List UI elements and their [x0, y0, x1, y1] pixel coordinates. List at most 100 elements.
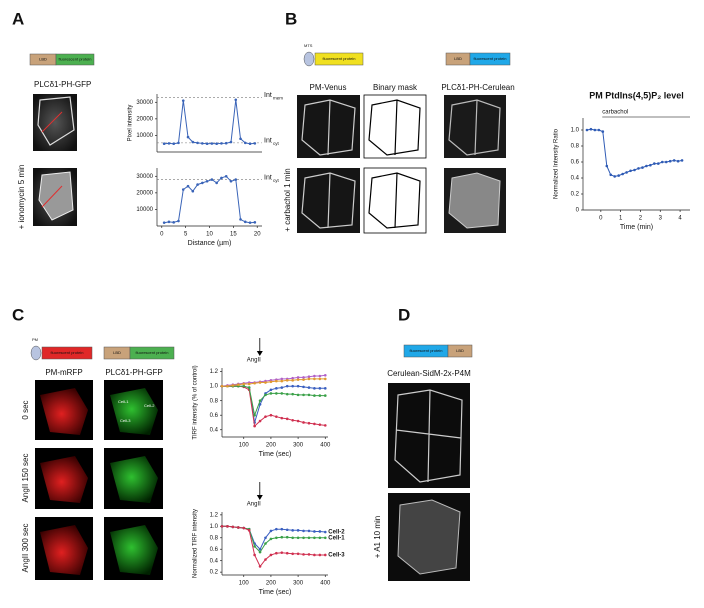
- data-point: [307, 536, 311, 540]
- data-point: [601, 130, 605, 133]
- data-point: [680, 159, 684, 162]
- image-title: PM-mRFP: [45, 368, 82, 377]
- data-point: [291, 418, 294, 422]
- data-point: [318, 530, 322, 533]
- data-point: [323, 373, 327, 377]
- data-point: [302, 378, 305, 381]
- data-point: [664, 160, 668, 164]
- y-tick-label: 0.6: [210, 413, 219, 419]
- x-tick-label: 100: [239, 581, 250, 587]
- data-point: [302, 529, 305, 533]
- data-point: [291, 392, 294, 396]
- data-point: [280, 527, 284, 531]
- image-title: PLCδ1-PH-GFP: [34, 80, 91, 89]
- y-tick-label: 10000: [136, 133, 153, 139]
- data-point: [172, 142, 176, 146]
- data-point: [313, 377, 316, 381]
- data-point: [177, 219, 180, 223]
- data-point: [224, 174, 228, 178]
- micrograph: [35, 380, 163, 580]
- data-point: [253, 142, 257, 145]
- construct: LBD fluorescent protein: [29, 53, 95, 66]
- data-point: [285, 379, 289, 382]
- row-label: + carbachol 1 min: [283, 168, 292, 231]
- data-point: [307, 553, 311, 556]
- data-point: [258, 547, 262, 551]
- y-tick-label: 1.0: [210, 384, 219, 390]
- annotation-arrowhead: [256, 495, 263, 500]
- row-label: 0 sec: [21, 400, 30, 419]
- data-point: [229, 140, 233, 144]
- data-point: [280, 386, 284, 389]
- series-label: Cell-2: [328, 530, 345, 536]
- data-point: [253, 553, 256, 557]
- data-point: [589, 127, 593, 131]
- cell-label: Cell-1: [118, 399, 129, 404]
- data-point: [280, 551, 284, 554]
- data-point: [318, 387, 322, 390]
- data-point: [302, 385, 305, 389]
- reference-subscript: cyt: [273, 141, 280, 146]
- data-line: [164, 175, 255, 224]
- row-label: AngII 300 sec: [21, 524, 30, 573]
- data-point: [285, 551, 289, 555]
- data-point: [196, 141, 199, 145]
- data-point: [318, 394, 322, 397]
- micrograph: [297, 94, 506, 234]
- data-point: [649, 163, 652, 167]
- data-point: [302, 393, 305, 397]
- x-tick-label: 300: [293, 581, 304, 587]
- data-point: [285, 392, 289, 396]
- annotation: AngII: [247, 502, 261, 508]
- data-point: [162, 142, 166, 146]
- data-point: [275, 379, 278, 383]
- data-line: [222, 385, 326, 423]
- data-point: [220, 384, 224, 388]
- data-point: [672, 159, 676, 162]
- reference-label: Int: [264, 92, 272, 99]
- data-point: [296, 384, 300, 388]
- data-point: [264, 381, 267, 384]
- data-point: [186, 135, 190, 139]
- data-point: [323, 536, 327, 540]
- data-point: [269, 537, 273, 541]
- construct: MTS fluorescent protein LBD fluorescent …: [303, 43, 511, 67]
- x-tick-label: 10: [206, 232, 213, 238]
- data-point: [668, 159, 672, 163]
- data-point: [302, 421, 305, 424]
- data-point: [593, 128, 597, 132]
- data-point: [269, 553, 273, 557]
- data-point: [258, 419, 262, 423]
- data-point: [280, 377, 284, 381]
- data-point: [247, 529, 251, 532]
- data-point: [231, 384, 235, 387]
- data-line: [222, 525, 326, 568]
- data-point: [242, 384, 246, 388]
- construct-label: LBD: [113, 350, 121, 355]
- data-point: [318, 423, 322, 426]
- image-title: Cerulean-SidM-2x-P4M: [387, 369, 471, 378]
- y-tick-label: 1.2: [210, 512, 219, 518]
- data-point: [201, 181, 204, 185]
- data-point: [191, 140, 195, 144]
- data-point: [229, 179, 233, 183]
- micrograph: [33, 94, 77, 226]
- x-tick-label: 2: [639, 216, 643, 222]
- data-point: [296, 529, 300, 532]
- data-point: [210, 178, 214, 181]
- data-point: [242, 382, 246, 386]
- data-point: [275, 527, 278, 531]
- data-point: [269, 413, 273, 417]
- construct-label: fluorescent protein: [136, 350, 169, 355]
- x-axis-title: Time (sec): [259, 589, 292, 596]
- data-point: [181, 99, 185, 102]
- data-point: [253, 545, 256, 548]
- y-tick-label: 20000: [136, 116, 153, 122]
- construct-label: LBD: [39, 57, 47, 62]
- data-point: [617, 174, 620, 177]
- data-point: [196, 183, 199, 186]
- row-label: AngII 150 sec: [21, 454, 30, 503]
- y-tick-label: 10000: [136, 207, 153, 213]
